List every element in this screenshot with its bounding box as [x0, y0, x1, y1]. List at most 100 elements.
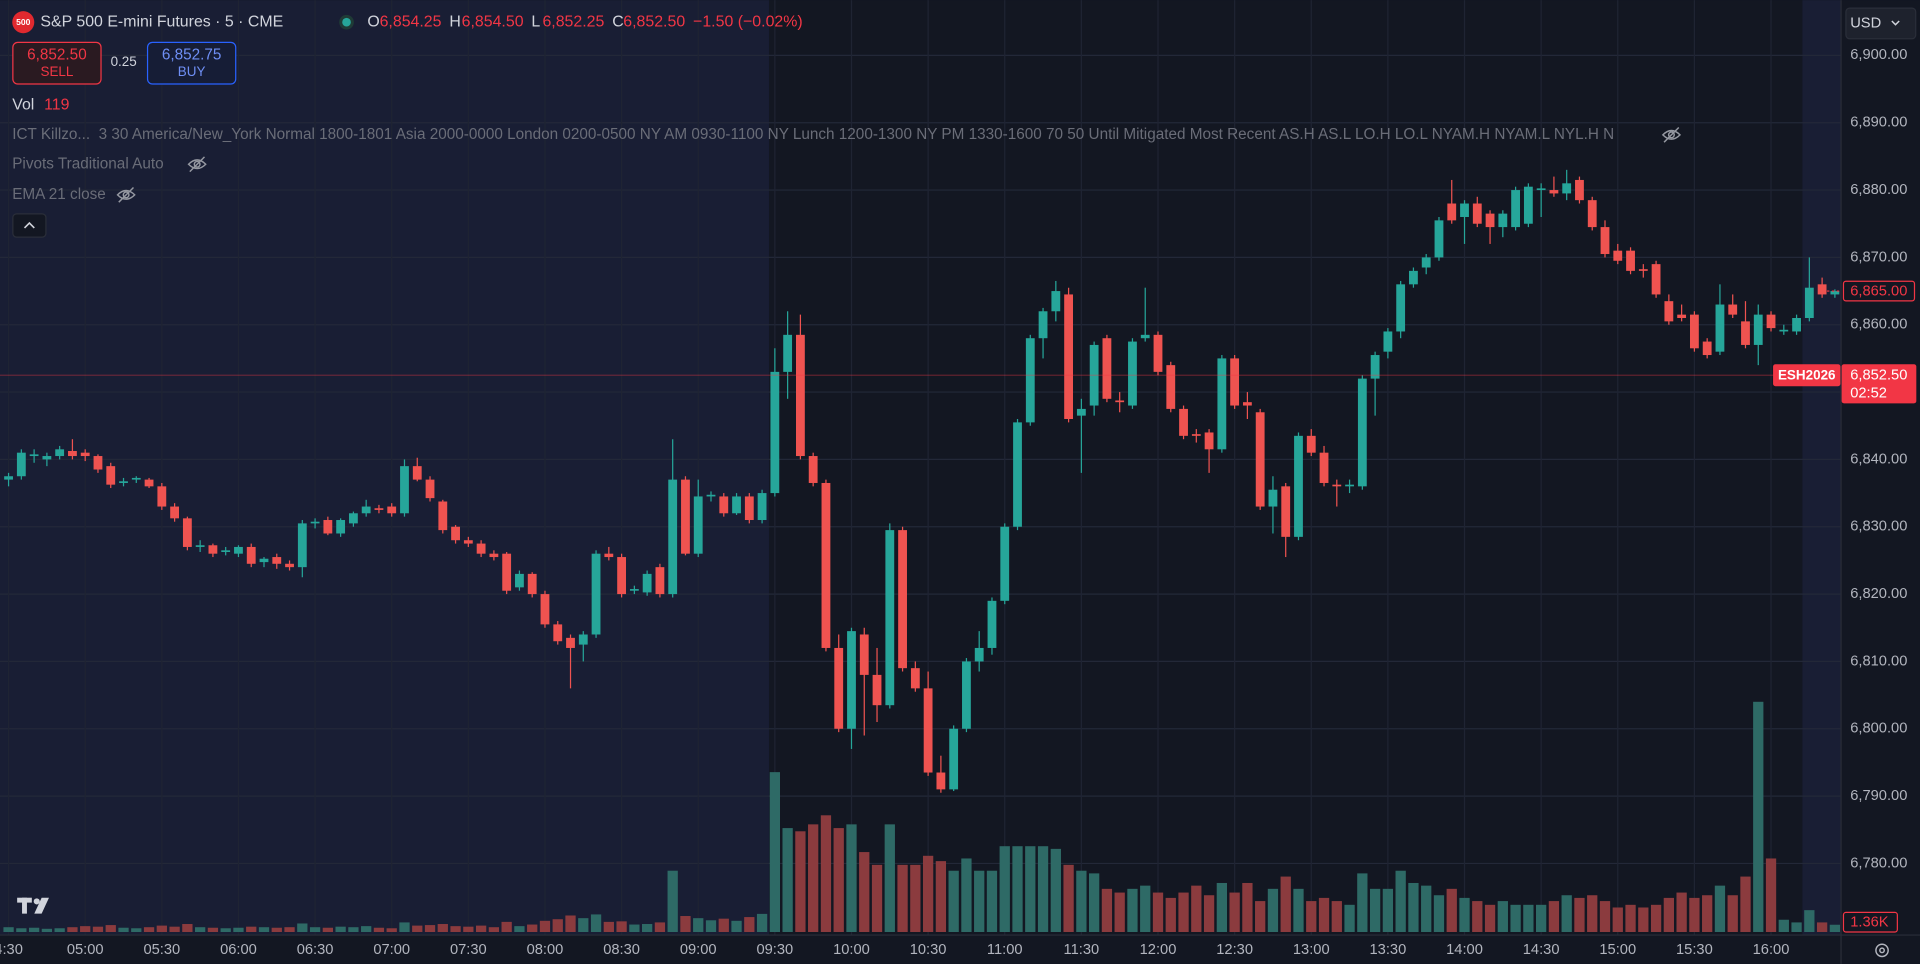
- currency-label: USD: [1850, 15, 1881, 31]
- symbol-title[interactable]: S&P 500 E-mini Futures · 5 · CME: [40, 13, 283, 30]
- volume-bar: [910, 864, 921, 932]
- candle-body: [16, 452, 26, 477]
- volume-bar: [1267, 888, 1279, 932]
- x-tick-label: 12:00: [1140, 942, 1177, 958]
- candle-body: [693, 496, 703, 554]
- candle-body: [131, 477, 141, 480]
- volume-bar: [1740, 876, 1751, 932]
- volume-bar: [41, 928, 53, 932]
- volume-bar: [450, 926, 461, 932]
- x-tick-label: 16:00: [1753, 942, 1790, 958]
- y-tick-label: 6,820.00: [1850, 586, 1907, 602]
- candle-body: [898, 530, 907, 669]
- volume-bar: [195, 927, 206, 932]
- candle-body: [387, 506, 397, 514]
- settings-icon[interactable]: [1875, 943, 1889, 958]
- volume-bar: [233, 927, 244, 932]
- candle-body: [1345, 484, 1354, 487]
- candle-body: [502, 553, 512, 591]
- candle-body: [463, 540, 473, 544]
- volume-bar: [1689, 897, 1700, 932]
- x-tick-label: 08:30: [603, 942, 640, 958]
- volume-bar: [833, 828, 844, 932]
- candle-body: [668, 479, 678, 595]
- indicator-legend[interactable]: EMA 21 close: [12, 186, 106, 203]
- candle-body: [744, 496, 754, 521]
- candle-body: [540, 594, 550, 625]
- candle-body: [412, 466, 422, 480]
- candle-body: [604, 553, 614, 558]
- eye-icon[interactable]: [1661, 126, 1682, 143]
- candle-body: [1294, 435, 1303, 537]
- buy-price: 6,852.75: [162, 46, 222, 63]
- candle-body: [272, 557, 282, 564]
- eye-icon[interactable]: [187, 156, 207, 173]
- volume-bar: [1408, 882, 1419, 932]
- volume-bar: [437, 924, 448, 932]
- volume-bar: [1344, 904, 1355, 932]
- volume-bar: [1702, 895, 1713, 932]
- candle-body: [93, 456, 103, 470]
- volume-bar: [386, 928, 397, 932]
- candle-body: [259, 558, 269, 563]
- candle-body: [1562, 183, 1572, 194]
- volume-bar: [578, 918, 589, 932]
- x-tick-label: 07:00: [373, 942, 410, 958]
- market-status-dot: [342, 17, 351, 27]
- buy-button[interactable]: [146, 41, 237, 85]
- candle-body: [42, 456, 52, 460]
- indicator-legend[interactable]: ICT Killzo... 3 30 America/New_York Norm…: [12, 126, 1614, 143]
- volume-bar: [769, 772, 780, 932]
- ohlc-value: 6,852.25: [542, 13, 604, 30]
- eye-icon[interactable]: [116, 186, 136, 203]
- candle-body: [1370, 355, 1380, 379]
- x-tick-label: 07:30: [450, 942, 487, 958]
- volume-bar: [718, 918, 729, 932]
- y-tick-label: 6,810.00: [1850, 653, 1907, 669]
- volume-bar: [527, 924, 538, 932]
- candle-body: [1242, 402, 1252, 406]
- candle-body: [246, 546, 256, 564]
- candle-body: [527, 573, 537, 595]
- volume-bar: [820, 815, 832, 932]
- candle-body: [182, 518, 192, 547]
- volume-bar: [1280, 876, 1291, 932]
- candle-body: [566, 637, 575, 648]
- volume-bar: [297, 923, 308, 932]
- price-tag: [1841, 364, 1917, 404]
- candle-body: [1089, 344, 1099, 406]
- candle-body: [757, 493, 767, 521]
- grid: [0, 0, 1841, 935]
- dropdown-icon: [1891, 20, 1900, 26]
- y-tick-label: 6,880.00: [1850, 182, 1907, 198]
- candle-body: [783, 334, 793, 372]
- volume-bar: [1421, 885, 1432, 932]
- collapse-button[interactable]: [12, 213, 47, 238]
- candle-body: [1038, 311, 1048, 339]
- candle-body: [949, 728, 959, 790]
- candle-body: [719, 496, 729, 514]
- candle-body: [553, 624, 563, 642]
- candle-body: [1153, 334, 1163, 372]
- volume-bar: [348, 927, 359, 932]
- volume-bar: [1114, 892, 1125, 932]
- session-shade: [0, 0, 769, 935]
- candle-body: [872, 674, 882, 706]
- brand-logo[interactable]: [17, 897, 49, 914]
- volume-bar: [1242, 882, 1253, 932]
- x-tick-label: 14:00: [1446, 942, 1483, 958]
- candle-body: [987, 600, 997, 648]
- currency-select[interactable]: [1845, 7, 1917, 40]
- candle-body: [1638, 269, 1648, 271]
- candle-body: [1230, 358, 1240, 406]
- indicator-legend[interactable]: Pivots Traditional Auto: [12, 155, 163, 172]
- candle-body: [1613, 250, 1623, 261]
- volume-bar: [412, 925, 423, 932]
- x-tick-label: 15:00: [1599, 942, 1636, 958]
- candle-body: [336, 520, 346, 534]
- sell-button[interactable]: [12, 41, 102, 85]
- axes: 6,780.00 6,790.00 6,800.00 6,810.00 6,820.00…: [0, 47, 1917, 958]
- volume-bar: [28, 927, 40, 932]
- candle-body: [1025, 338, 1035, 423]
- ohlc-key: L: [531, 13, 540, 30]
